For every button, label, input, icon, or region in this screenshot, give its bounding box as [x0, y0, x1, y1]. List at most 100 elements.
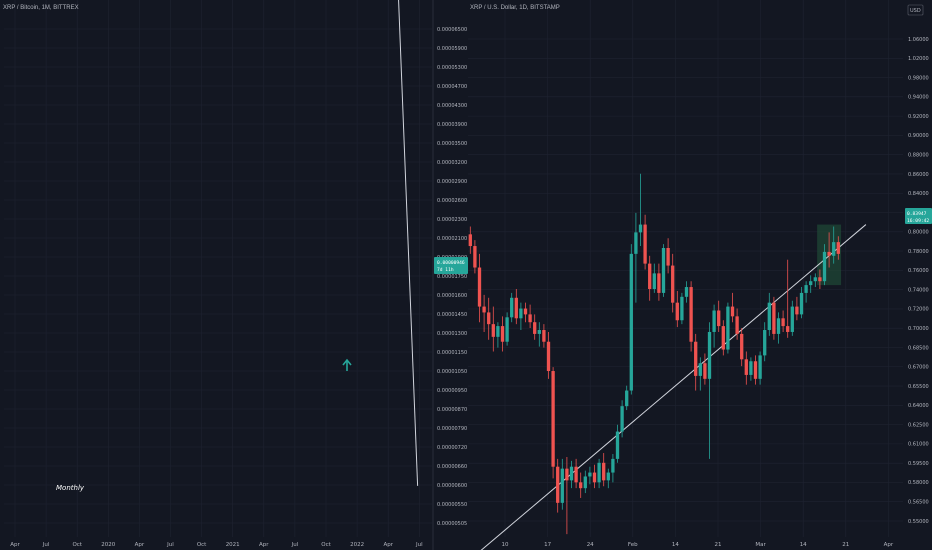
candle [799, 287, 804, 319]
candle [533, 314, 537, 340]
candle [758, 351, 762, 385]
candle-body [648, 263, 652, 290]
y-tick-label: 0.59500 [908, 461, 929, 467]
y-tick-label: 0.74000 [908, 287, 929, 293]
left-last-time: 7d 11h [437, 267, 454, 273]
candle [694, 333, 698, 391]
candle-body [500, 326, 505, 342]
right-last-price-badge: 0.83947 16:09:42 [905, 208, 932, 224]
candle-body [735, 316, 739, 334]
candle-body [523, 308, 528, 315]
left-chart-panel[interactable]: XRP / Bitcoin, 1M, BITTREX Monthly [3, 0, 432, 537]
candle [712, 304, 716, 348]
y-tick-label: 0.00002300 [437, 217, 467, 223]
candle [753, 355, 758, 385]
y-tick-label: 0.94000 [908, 95, 929, 101]
candle-body [689, 287, 693, 342]
x-tick-label: Feb [628, 542, 638, 548]
candle [721, 320, 725, 356]
candle [579, 472, 583, 498]
candle [606, 468, 610, 489]
candle [749, 357, 753, 381]
candle [634, 212, 638, 303]
right-candles [468, 173, 840, 535]
x-tick-label: Apr [383, 542, 393, 548]
y-tick-label: 0.67000 [908, 365, 929, 371]
currency-label[interactable]: USD [907, 4, 924, 16]
candle-body [786, 326, 790, 332]
candle-body [721, 326, 725, 350]
candle [726, 302, 730, 354]
candle-body [542, 330, 546, 342]
y-tick-label: 0.86000 [908, 172, 929, 178]
candle-body [836, 242, 840, 254]
candle-body [740, 333, 744, 360]
candle [473, 240, 477, 274]
x-tick-label: 14 [800, 542, 807, 548]
candle [625, 385, 629, 411]
right-last-time: 16:09:42 [907, 218, 929, 224]
right-chart-panel[interactable]: XRP / U.S. Dollar, 1D, BITSTAMP [468, 0, 903, 550]
candle-body [602, 462, 606, 481]
candle [592, 464, 597, 489]
candle [542, 324, 546, 348]
candle-body [671, 265, 675, 303]
candle-body [694, 341, 698, 376]
candle-body [763, 330, 767, 356]
x-tick-label: Oct [197, 542, 207, 548]
candle-body [533, 322, 537, 334]
candle [790, 300, 794, 336]
x-tick-label: 21 [842, 542, 849, 548]
x-tick-label: 17 [544, 542, 551, 548]
candle-body [730, 306, 735, 317]
candle-body [661, 247, 666, 293]
left-time-axis[interactable]: Apr Jul Oct 2020 Apr Jul Oct 2021 Apr Jul Oct 2022 A… [10, 542, 423, 548]
y-tick-label: 0.72000 [908, 307, 929, 313]
candle-body [560, 468, 564, 503]
candle-body [565, 468, 569, 481]
candle [556, 458, 560, 513]
candle-body [684, 287, 689, 297]
y-tick-label: 0.00005300 [437, 65, 467, 71]
candle [528, 304, 532, 329]
x-tick-label: 24 [587, 542, 594, 548]
candle [510, 292, 514, 323]
x-tick-label: Jul [291, 542, 299, 548]
candle [657, 263, 661, 301]
candle [569, 460, 574, 489]
candle [602, 453, 606, 487]
candle-body [505, 317, 509, 342]
y-tick-label: 0.00002900 [437, 179, 467, 185]
y-tick-label: 0.00004300 [437, 103, 467, 109]
left-last-price: 0.00000946 [437, 260, 465, 266]
x-tick-label: Mar [755, 542, 766, 548]
y-tick-label: 0.00002600 [437, 198, 467, 204]
candle [588, 466, 592, 485]
candle [546, 331, 551, 379]
candle-body [510, 297, 514, 318]
y-tick-label: 0.00001600 [437, 293, 467, 299]
left-chart-title: XRP / Bitcoin, 1M, BITTREX [3, 5, 79, 11]
x-tick-label: Oct [72, 542, 82, 548]
x-tick-label: 14 [672, 542, 679, 548]
candle [500, 316, 505, 352]
candle-body [799, 292, 804, 315]
y-tick-label: 0.76000 [908, 268, 929, 274]
candle [680, 292, 684, 325]
candle [671, 253, 675, 313]
y-tick-label: 0.00000790 [437, 426, 467, 432]
left-price-axis[interactable]: 0.00006500 0.00005900 0.00005300 0.00004700… [437, 27, 467, 527]
candle-body [809, 281, 813, 286]
right-last-price: 0.83947 [907, 211, 927, 217]
candle [620, 400, 624, 438]
candle-body [629, 253, 633, 391]
right-time-axis[interactable]: 10 17 24 Feb 14 21 Mar 14 21 Apr [502, 542, 894, 548]
candle-body [657, 273, 661, 293]
candle [717, 300, 721, 332]
candle-body [537, 330, 541, 334]
y-tick-label: 1.06000 [908, 37, 929, 43]
candle-body [726, 306, 730, 350]
y-tick-label: 0.00000720 [437, 445, 467, 451]
candle [638, 173, 643, 247]
candle [551, 367, 555, 479]
